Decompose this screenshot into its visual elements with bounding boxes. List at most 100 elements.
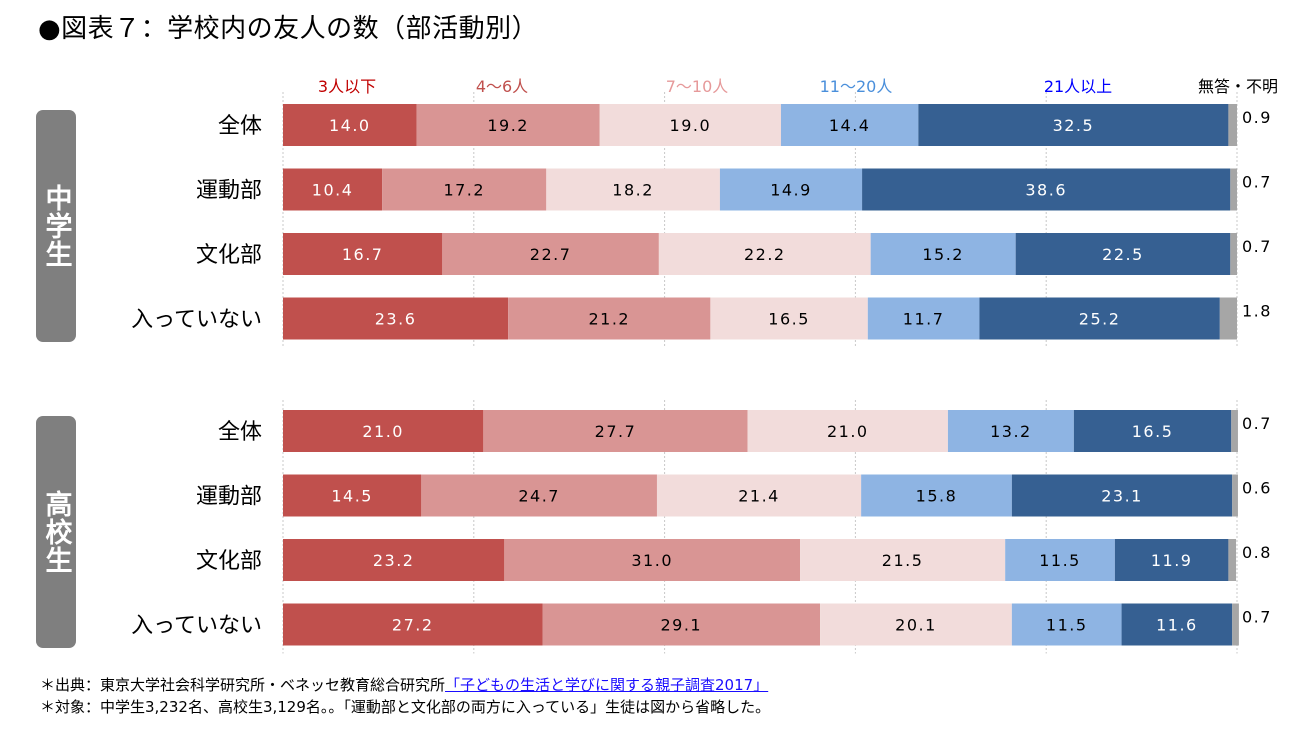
bar-segment: [1228, 104, 1237, 146]
bar-row: 運動部 10.4 17.2 18.2 14.9 38.6 0.7: [196, 168, 1272, 211]
bar-segment: [820, 603, 1012, 646]
bar-segment: [1232, 603, 1239, 646]
data-label: 15.2: [922, 245, 964, 264]
bar-segment: [979, 297, 1220, 340]
bars: 全体 14.0 19.2 19.0 14.4 32.5 0.9 運動部 10.4 17.2 18.2…: [131, 104, 1272, 646]
bar-row: 文化部 23.2 31.0 21.5 11.5 11.9 0.8: [196, 539, 1270, 581]
bar-segment: [508, 297, 711, 340]
bar-row: 入っていない 27.2 29.1 20.1 11.5 11.6 0.7: [131, 603, 1272, 646]
bar-row: 入っていない 23.6 21.2 16.5 11.7 25.2 1.8: [131, 297, 1270, 340]
bar-segment: [747, 410, 948, 452]
bar-row: 全体 14.0 19.2 19.0 14.4 32.5 0.9: [218, 104, 1272, 146]
data-label: 19.2: [487, 116, 529, 135]
bar-segment: [780, 104, 919, 146]
bar-segment: [867, 297, 980, 340]
category-label: 運動部: [196, 485, 262, 510]
bar-segment: [1073, 410, 1232, 452]
bar-segment: [1230, 233, 1237, 275]
data-label: 0.7: [1242, 608, 1272, 627]
bar-segment: [283, 168, 383, 211]
legend-item: 無答・不明: [1198, 77, 1278, 96]
data-label: 21.0: [362, 422, 404, 441]
data-label: 14.9: [770, 181, 812, 200]
data-label: 14.0: [329, 116, 371, 135]
legend-item: 4〜6人: [476, 77, 528, 96]
data-label: 0.6: [1242, 479, 1272, 498]
data-label: 0.7: [1242, 173, 1272, 192]
data-label: 11.5: [1046, 616, 1088, 635]
data-label: 15.8: [916, 487, 958, 506]
data-label: 21.5: [882, 551, 924, 570]
bar-segment: [442, 233, 659, 275]
data-label: 23.1: [1101, 487, 1143, 506]
bar-segment: [283, 603, 543, 646]
data-label: 22.5: [1102, 245, 1144, 264]
bar-segment: [658, 233, 871, 275]
bar-segment: [504, 539, 801, 581]
bar-segment: [918, 104, 1229, 146]
bar-segment: [1015, 233, 1231, 275]
data-label: 21.2: [588, 310, 630, 329]
bar-segment: [382, 168, 547, 211]
data-label: 0.7: [1242, 414, 1272, 433]
category-label: 文化部: [196, 549, 262, 574]
bar-segment: [283, 104, 417, 146]
bar-segment: [710, 297, 868, 340]
source-footnote: ＊出典：東京大学社会科学研究所・ベネッセ教育総合研究所「子どもの生活と学びに関す…: [40, 674, 768, 695]
data-label: 10.4: [312, 181, 354, 200]
data-label: 0.9: [1242, 108, 1272, 127]
bar-segment: [656, 474, 862, 517]
source-prefix: ＊出典：東京大学社会科学研究所・ベネッセ教育総合研究所: [40, 676, 446, 694]
source-link[interactable]: 「子どもの生活と学びに関する親子調査2017」: [445, 676, 769, 694]
bar-segment: [283, 233, 443, 275]
category-label: 入っていない: [131, 614, 262, 639]
data-label: 21.0: [827, 422, 869, 441]
bar-segment: [800, 539, 1006, 581]
bar-row: 文化部 16.7 22.7 22.2 15.2 22.5 0.7: [196, 233, 1270, 275]
data-label: 14.5: [331, 487, 373, 506]
bar-segment: [1228, 539, 1237, 581]
bar-segment: [283, 297, 509, 340]
category-label: 入っていない: [131, 308, 262, 333]
bar-segment: [947, 410, 1074, 452]
chart-title: ●図表７：学校内の友人の数（部活動別）: [38, 14, 539, 44]
group-label-high-school: 高校生: [36, 416, 76, 648]
group-label-junior-high: 中学生: [36, 110, 76, 342]
bar-segment: [599, 104, 781, 146]
data-label: 11.5: [1039, 551, 1081, 570]
bar-segment: [416, 104, 600, 146]
bar-segment: [1232, 474, 1238, 517]
data-label: 27.7: [595, 422, 637, 441]
data-label: 24.7: [518, 487, 560, 506]
data-label: 29.1: [660, 616, 702, 635]
category-label: 全体: [218, 114, 262, 139]
bar-segment: [283, 474, 422, 517]
bar-segment: [862, 168, 1231, 211]
data-label: 31.0: [631, 551, 673, 570]
bar-segment: [1011, 603, 1122, 646]
category-label: 文化部: [196, 243, 262, 268]
data-label: 23.6: [375, 310, 417, 329]
data-label: 16.5: [768, 310, 810, 329]
bar-segment: [1121, 603, 1233, 646]
bar-row: 全体 21.0 27.7 21.0 13.2 16.5 0.7: [218, 410, 1272, 452]
data-label: 22.7: [530, 245, 572, 264]
data-label: 16.5: [1132, 422, 1174, 441]
bar-segment: [719, 168, 863, 211]
bar-segment: [1114, 539, 1229, 581]
data-label: 21.4: [738, 487, 780, 506]
data-label: 32.5: [1053, 116, 1095, 135]
legend-item: 21人以上: [1044, 77, 1112, 96]
bar-segment: [483, 410, 748, 452]
data-label: 22.2: [744, 245, 786, 264]
bar-segment: [1230, 168, 1237, 211]
data-label: 23.2: [373, 551, 415, 570]
data-label: 16.7: [342, 245, 384, 264]
data-label: 11.7: [903, 310, 945, 329]
bar-row: 運動部 14.5 24.7 21.4 15.8 23.1 0.6: [196, 474, 1272, 517]
legend-item: 11〜20人: [820, 77, 893, 96]
bar-segment: [542, 603, 821, 646]
category-label: 全体: [218, 420, 262, 445]
data-label: 18.2: [612, 181, 654, 200]
bar-segment: [1011, 474, 1233, 517]
